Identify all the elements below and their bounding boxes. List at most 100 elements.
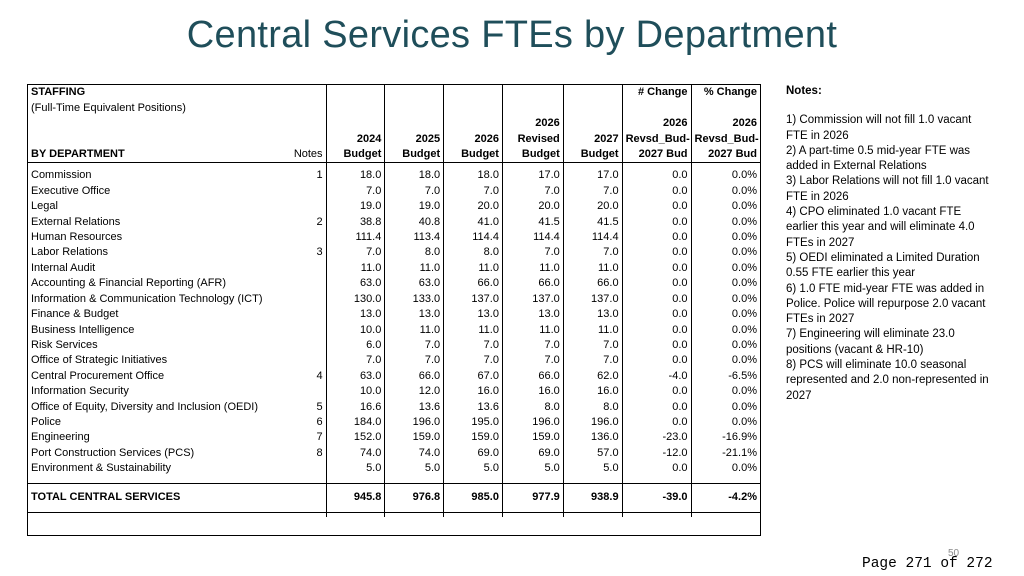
value-cell: 196.0 xyxy=(562,414,623,431)
value-cell: 8.0 xyxy=(562,399,623,415)
value-cell: 69.0 xyxy=(443,445,503,462)
value-cell: 7.0 xyxy=(443,353,503,369)
value-cell: 0.0 xyxy=(621,461,692,477)
value-cell: 10.0 xyxy=(325,384,385,400)
empty-cell xyxy=(443,162,503,169)
value-cell: 0.0% xyxy=(690,414,760,431)
note-ref: 4 xyxy=(316,369,323,382)
department-name: External Relations xyxy=(31,215,121,228)
column-header: 2025 xyxy=(384,131,444,147)
empty-cell xyxy=(384,162,444,169)
note-item: 2) A part-time 0.5 mid-year FTE was adde… xyxy=(786,144,971,173)
column-header: # Change xyxy=(621,85,692,101)
total-value: 938.9 xyxy=(562,482,623,513)
column-header: 2026 xyxy=(501,115,564,132)
table-row: Risk Services 6.0 7.0 7.0 7.0 7.0 0.0 0.0% xyxy=(28,337,760,354)
column-header xyxy=(325,115,385,132)
value-cell: 0.0% xyxy=(690,245,760,261)
value-cell: 0.0 xyxy=(621,168,692,184)
value-cell: 7.0 xyxy=(501,337,564,354)
value-cell: 7.0 xyxy=(501,245,564,261)
value-cell: 195.0 xyxy=(443,414,503,431)
value-cell: 8.0 xyxy=(384,245,444,261)
value-cell: 8.0 xyxy=(501,399,564,415)
note-ref xyxy=(283,199,326,214)
column-header: Revsd_Bud- xyxy=(621,131,692,147)
note-ref: 3 xyxy=(316,246,323,259)
empty-cell xyxy=(501,476,564,484)
value-cell: 7.0 xyxy=(562,183,623,200)
note-ref xyxy=(283,230,326,245)
note-item: 3) Labor Relations will not fill 1.0 vac… xyxy=(786,175,989,203)
note-ref xyxy=(283,307,326,322)
department-name: Executive Office xyxy=(31,184,111,197)
notes-list: 1) Commission will not fill 1.0 vacant F… xyxy=(786,113,996,404)
value-cell: 12.0 xyxy=(384,384,444,400)
value-cell: 0.0% xyxy=(690,337,760,354)
value-cell: 0.0 xyxy=(621,276,692,292)
value-cell: 7.0 xyxy=(384,337,444,354)
value-cell: 0.0% xyxy=(690,307,760,323)
empty-cell xyxy=(690,162,760,169)
value-cell: 7.0 xyxy=(501,353,564,369)
empty-cell xyxy=(325,476,385,484)
value-cell: 159.0 xyxy=(384,430,444,446)
value-cell: 0.0 xyxy=(621,230,692,246)
value-cell: 11.0 xyxy=(384,260,444,277)
value-cell: 0.0% xyxy=(690,260,760,277)
value-cell: 13.0 xyxy=(384,307,444,323)
table-row: Information & Communication Technology (… xyxy=(28,291,760,308)
note-ref xyxy=(283,292,326,307)
department-name: Accounting & Financial Reporting (AFR) xyxy=(31,277,227,290)
note-item: 8) PCS will eliminate 10.0 seasonal repr… xyxy=(786,359,989,402)
column-header xyxy=(384,85,444,101)
value-cell: 5.0 xyxy=(562,461,623,477)
department-name: Port Construction Services (PCS) xyxy=(31,446,195,459)
value-cell: 13.6 xyxy=(384,399,444,415)
value-cell: 62.0 xyxy=(562,368,623,385)
value-cell: 20.0 xyxy=(501,199,564,215)
value-cell: 0.0% xyxy=(690,199,760,215)
value-cell: 18.0 xyxy=(325,168,385,184)
empty-cell xyxy=(690,476,760,484)
value-cell: 196.0 xyxy=(384,414,444,431)
table-row: Internal Audit 11.0 11.0 11.0 11.0 11.0 0.0 0.0… xyxy=(28,260,760,277)
value-cell: 0.0% xyxy=(690,322,760,338)
end-row xyxy=(28,511,760,517)
header-left-cell xyxy=(28,116,283,131)
empty-cell xyxy=(443,511,503,517)
department-name: Human Resources xyxy=(31,231,123,244)
table-row: Environment & Sustainability 5.0 5.0 5.0 5.0… xyxy=(28,461,760,477)
header-row: 2024 2025 2026 Revised 2027 Revsd_Bud- Revsd_B… xyxy=(28,131,760,147)
value-cell: 7.0 xyxy=(325,183,385,200)
empty-cell xyxy=(28,511,284,517)
value-cell: 0.0 xyxy=(621,183,692,200)
table-row: Executive Office 7.0 7.0 7.0 7.0 7.0 0.0 0.0% xyxy=(28,183,760,200)
value-cell: 18.0 xyxy=(443,168,503,184)
value-cell: 13.0 xyxy=(443,307,503,323)
value-cell: 0.0% xyxy=(690,230,760,246)
value-cell: 18.0 xyxy=(384,168,444,184)
department-name: Finance & Budget xyxy=(31,308,119,321)
empty-cell xyxy=(562,100,623,116)
value-cell: 63.0 xyxy=(384,276,444,292)
value-cell: 0.0 xyxy=(621,322,692,338)
value-cell: -21.1% xyxy=(690,445,760,462)
value-cell: 7.0 xyxy=(562,245,623,261)
value-cell: 159.0 xyxy=(443,430,503,446)
table-row: Human Resources 111.4 113.4 114.4 114.4 114.4… xyxy=(28,230,760,246)
header-left-cell xyxy=(28,131,283,146)
department-name: Office of Equity, Diversity and Inclusio… xyxy=(31,400,259,413)
note-ref xyxy=(283,184,326,199)
value-cell: -23.0 xyxy=(621,430,692,446)
department-name: Information & Communication Technology (… xyxy=(31,292,263,305)
header-notes-cell xyxy=(283,131,326,146)
table-row: Information Security 10.0 12.0 16.0 16.0 16.0… xyxy=(28,384,760,400)
value-cell: -16.9% xyxy=(690,430,760,446)
empty-cell xyxy=(501,162,564,169)
staffing-table: STAFFING # Change% Change (Full-Time Equiv… xyxy=(28,85,760,517)
empty-cell xyxy=(501,511,564,517)
note-ref: 1 xyxy=(316,169,323,182)
value-cell: 0.0% xyxy=(690,291,760,308)
value-cell: 0.0 xyxy=(621,414,692,431)
